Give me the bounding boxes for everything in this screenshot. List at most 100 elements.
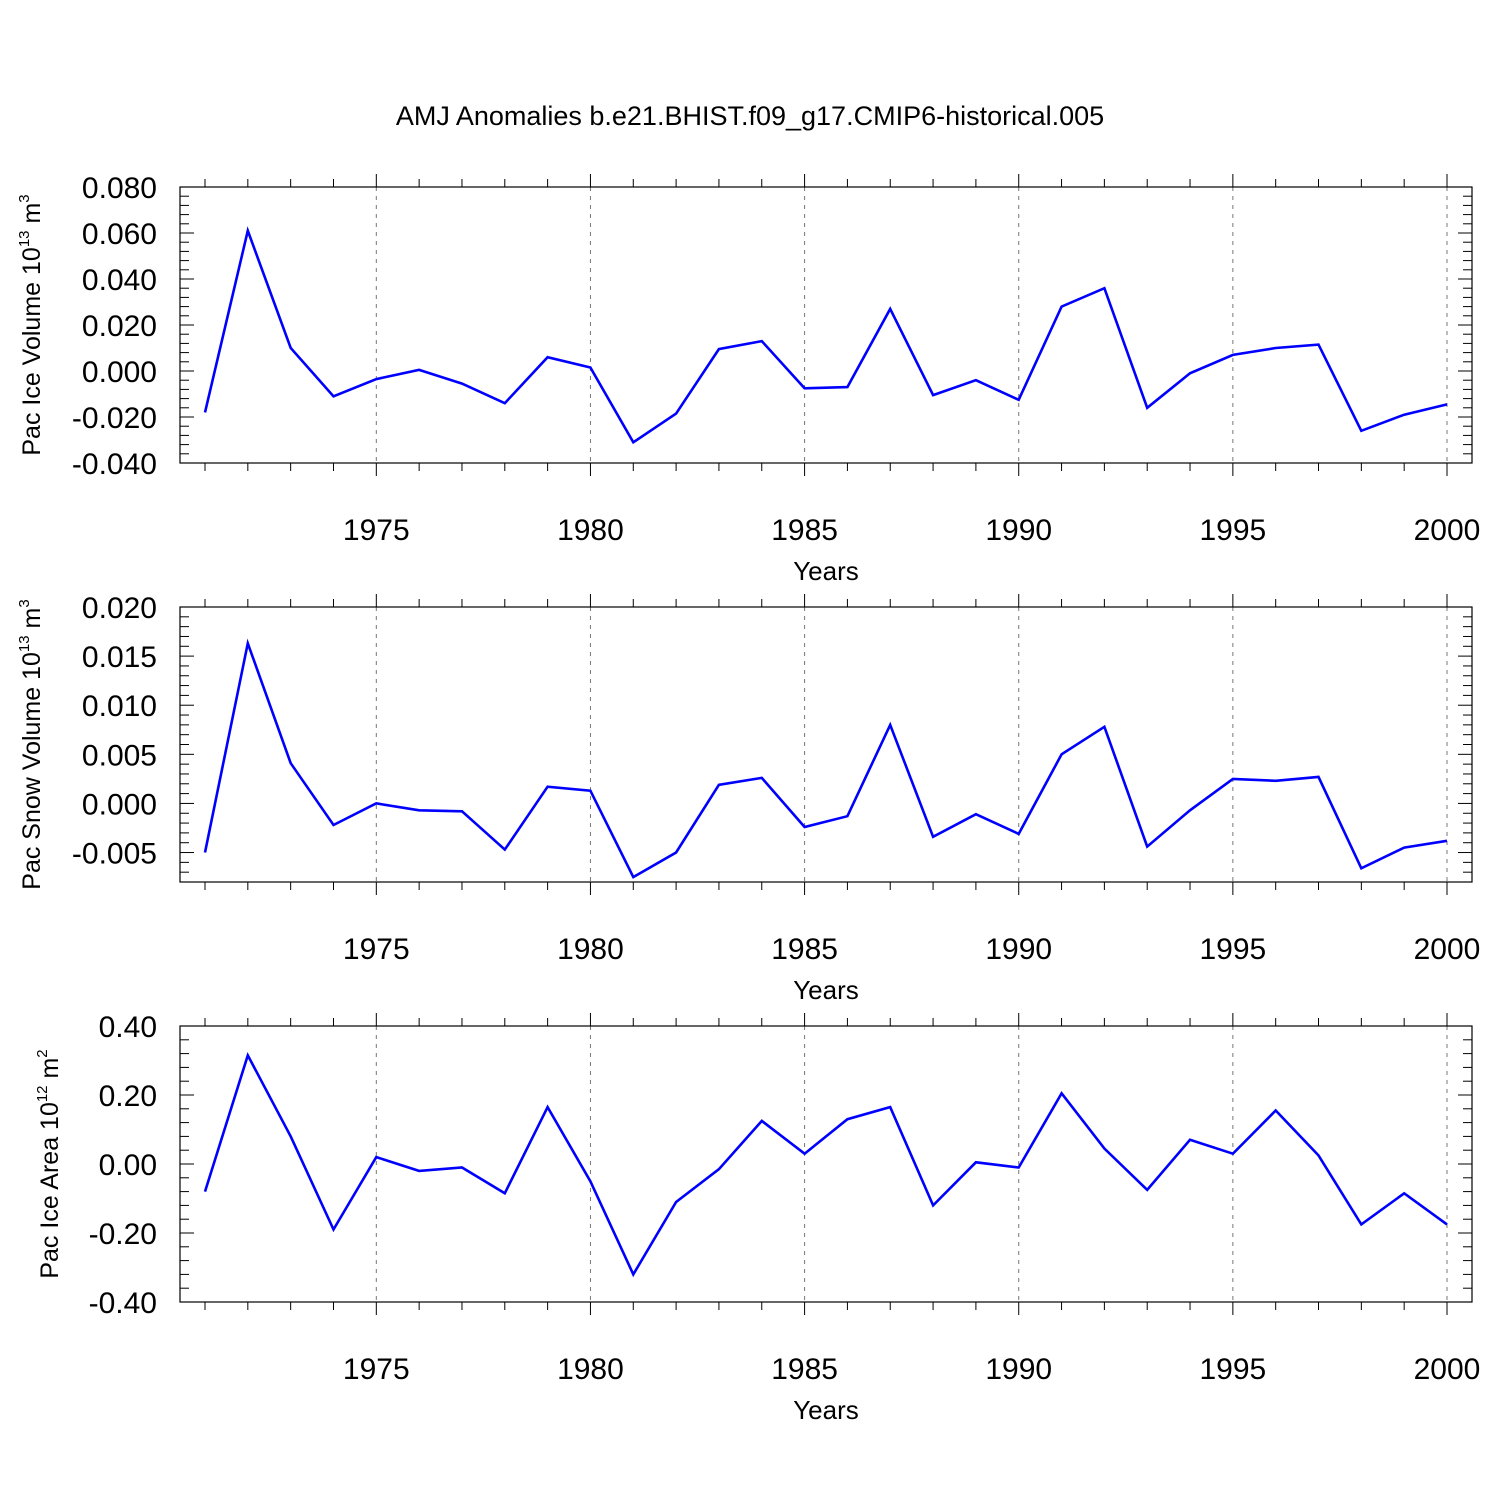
data-point <box>546 1105 550 1109</box>
data-point <box>246 1053 250 1057</box>
y-tick-label: -0.40 <box>89 1287 157 1320</box>
data-point <box>289 761 293 765</box>
data-point <box>1102 725 1106 729</box>
data-point <box>803 1152 807 1156</box>
x-axis-label: Years <box>793 975 859 1005</box>
y-tick-label: -0.040 <box>72 448 157 481</box>
data-point <box>1359 429 1363 433</box>
data-point <box>931 1203 935 1207</box>
plot-frame <box>179 1025 1473 1303</box>
data-point <box>417 808 421 812</box>
data-point <box>503 1191 507 1195</box>
data-point <box>1145 406 1149 410</box>
y-axis-label: Pac Ice Volume 1013 m3 <box>16 194 46 455</box>
data-point <box>588 366 592 370</box>
y-tick-label: 0.000 <box>82 356 157 389</box>
data-point <box>888 307 892 311</box>
data-point <box>460 809 464 813</box>
data-point <box>203 1190 207 1194</box>
x-tick-label: 1980 <box>557 514 624 547</box>
data-point <box>1317 343 1321 347</box>
data-point <box>203 851 207 855</box>
y-axis-label: Pac Ice Area 1012 m2 <box>34 1049 64 1278</box>
data-point <box>1317 1153 1321 1157</box>
panel-snow-volume: -0.005 0.000 0.005 0.010 0.015 0.020 1975 1980 1… <box>16 592 1480 1005</box>
data-point <box>246 641 250 645</box>
data-point <box>374 801 378 805</box>
data-point <box>717 1167 721 1171</box>
x-tick-label: 1990 <box>985 514 1052 547</box>
data-point <box>1445 839 1449 843</box>
data-point <box>1017 1165 1021 1169</box>
data-point <box>631 875 635 879</box>
y-tick-label: -0.20 <box>89 1218 157 1251</box>
chart-title: AMJ Anomalies b.e21.BHIST.f09_g17.CMIP6-… <box>396 101 1104 131</box>
data-point <box>417 368 421 372</box>
y-tick-label: 0.040 <box>82 264 157 297</box>
data-point <box>1017 832 1021 836</box>
y-tick-label: 0.20 <box>99 1080 157 1113</box>
x-tick-label: 1975 <box>343 514 410 547</box>
x-tick-label: 1975 <box>343 1353 410 1386</box>
x-axis-label: Years <box>793 1395 859 1425</box>
data-point <box>1274 1109 1278 1113</box>
data-point <box>1402 846 1406 850</box>
data-point <box>331 1228 335 1232</box>
data-point <box>374 1155 378 1159</box>
data-point <box>674 1200 678 1204</box>
data-point <box>674 851 678 855</box>
data-point <box>588 1179 592 1183</box>
data-point <box>974 812 978 816</box>
data-point <box>631 440 635 444</box>
y-tick-label: 0.010 <box>82 690 157 723</box>
y-tick-label: 0.080 <box>82 172 157 205</box>
data-point <box>503 848 507 852</box>
data-point <box>460 382 464 386</box>
data-point <box>631 1272 635 1276</box>
x-tick-label: 1995 <box>1199 933 1266 966</box>
data-point <box>331 823 335 827</box>
data-point <box>1402 413 1406 417</box>
data-point <box>331 394 335 398</box>
data-point <box>760 776 764 780</box>
data-point <box>1359 866 1363 870</box>
data-point <box>1402 1191 1406 1195</box>
y-tick-label: 0.015 <box>82 641 157 674</box>
data-point <box>888 1105 892 1109</box>
data-point <box>717 347 721 351</box>
y-tick-label: 0.020 <box>82 310 157 343</box>
data-point <box>888 723 892 727</box>
y-tick-label: -0.005 <box>72 838 157 871</box>
data-point <box>931 393 935 397</box>
data-point <box>803 386 807 390</box>
data-point <box>503 401 507 405</box>
data-point <box>1231 777 1235 781</box>
data-point <box>1060 752 1064 756</box>
data-point <box>1060 305 1064 309</box>
plot-frame <box>179 186 1473 464</box>
data-point <box>1060 1091 1064 1095</box>
plot-frame <box>179 606 1473 883</box>
data-point <box>845 814 849 818</box>
data-point <box>760 339 764 343</box>
data-line <box>203 638 1448 879</box>
data-line <box>203 1051 1448 1278</box>
data-point <box>1445 1222 1449 1226</box>
data-point <box>974 1160 978 1164</box>
data-point <box>1145 1188 1149 1192</box>
x-tick-label: 1995 <box>1199 1353 1266 1386</box>
y-tick-label: 0.005 <box>82 739 157 772</box>
data-point <box>588 789 592 793</box>
data-point <box>460 1165 464 1169</box>
x-tick-label: 1990 <box>985 1353 1052 1386</box>
panel-ice-volume: -0.040 -0.020 0.000 0.020 0.040 0.060 0.080 197… <box>16 172 1480 586</box>
data-point <box>1359 1222 1363 1226</box>
data-point <box>803 825 807 829</box>
data-point <box>1188 808 1192 812</box>
data-point <box>289 346 293 350</box>
data-point <box>1445 402 1449 406</box>
panel-ice-area: -0.40 -0.20 0.00 0.20 0.40 1975 1980 1985 1990 19… <box>34 1011 1480 1425</box>
y-tick-label: 0.000 <box>82 788 157 821</box>
y-tick-label: -0.020 <box>72 402 157 435</box>
